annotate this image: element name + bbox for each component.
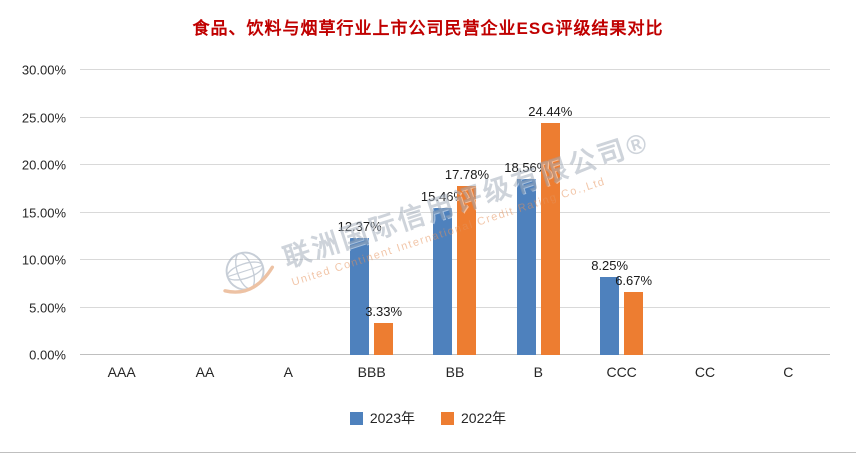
x-tick-label-BB: BB: [445, 364, 465, 380]
category-group-C: [747, 70, 830, 355]
y-tick-label: 10.00%: [21, 252, 66, 268]
x-tick-label-B: B: [533, 364, 543, 380]
category-group-BBB: 12.37% 3.33%: [330, 70, 413, 355]
y-tick-label: 30.00%: [21, 62, 66, 78]
legend-swatch: [441, 411, 454, 425]
gridline: [80, 354, 830, 355]
bar-2022年-BBB: 3.33%: [365, 304, 402, 355]
legend-item-2023年: 2023年: [349, 408, 415, 428]
x-tick-label-AAA: AAA: [107, 364, 136, 380]
category-group-AA: [163, 70, 246, 355]
data-label: 6.67%: [615, 272, 653, 288]
data-label: 15.46%: [420, 189, 466, 205]
gridline: [80, 69, 830, 70]
category-group-BB: 15.46% 17.78%: [413, 70, 496, 355]
data-label: 17.78%: [444, 167, 490, 183]
category-group-A: [247, 70, 330, 355]
category-group-AAA: [80, 70, 163, 355]
gridline: [80, 259, 830, 260]
data-label: 24.44%: [528, 103, 573, 119]
x-tick-label-CCC: CCC: [606, 364, 637, 380]
category-group-CC: [663, 70, 746, 355]
x-tick-label-CC: CC: [694, 364, 716, 380]
y-tick-label: 15.00%: [21, 205, 66, 220]
bar-2022年-B: 24.44%: [528, 104, 572, 355]
data-label: 12.37%: [337, 218, 382, 234]
data-label: 18.56%: [504, 159, 549, 175]
legend-item-2022年: 2022年: [441, 408, 506, 428]
x-tick-label-BBB: BBB: [357, 364, 386, 380]
gridline: [80, 164, 830, 165]
x-tick-label-AA: AA: [195, 364, 215, 380]
gridline: [80, 116, 830, 118]
x-axis-labels: AAA AA A BBB BB B CCC CC C: [80, 364, 830, 380]
y-tick-label: 0.00%: [29, 347, 66, 363]
y-tick-label: 5.00%: [29, 300, 66, 315]
bar-2023年-B: 18.56%: [504, 160, 548, 355]
gridline: [80, 306, 830, 308]
y-tick-label: 20.00%: [21, 157, 66, 173]
legend-label: 2022年: [461, 410, 507, 426]
bar-2023年-BB: 15.46%: [421, 189, 465, 355]
y-tick-label: 25.00%: [21, 110, 66, 125]
bar-2023年-BBB: 12.37%: [338, 219, 382, 355]
x-tick-label-A: A: [283, 364, 293, 380]
data-label: 8.25%: [591, 257, 629, 273]
y-axis-labels: 0.00% 5.00% 10.00% 15.00% 20.00% 25.00% 30.00%: [0, 63, 72, 363]
chart-title: 食品、饮料与烟草行业上市公司民营企业ESG评级结果对比: [192, 19, 664, 38]
x-tick-label-C: C: [783, 364, 794, 380]
bar-2022年-CCC: 6.67%: [615, 273, 652, 355]
bar-2022年-BB: 17.78%: [445, 167, 489, 355]
legend-label: 2023年: [369, 410, 415, 426]
category-group-CCC: 8.25% 6.67%: [580, 70, 663, 355]
data-label: 3.33%: [365, 304, 403, 320]
legend-swatch: [349, 411, 363, 425]
bars-row: 12.37% 3.33% 15.46% 17.78% 18.56% 24.44% 8.25%…: [80, 70, 830, 355]
gridline: [80, 211, 830, 213]
plot-area: 12.37% 3.33% 15.46% 17.78% 18.56% 24.44% 8.25%…: [80, 69, 830, 355]
bar-2023年-CCC: 8.25%: [591, 258, 628, 355]
category-group-B: 18.56% 24.44%: [497, 70, 580, 355]
legend: 2023年 2022年: [0, 408, 856, 428]
